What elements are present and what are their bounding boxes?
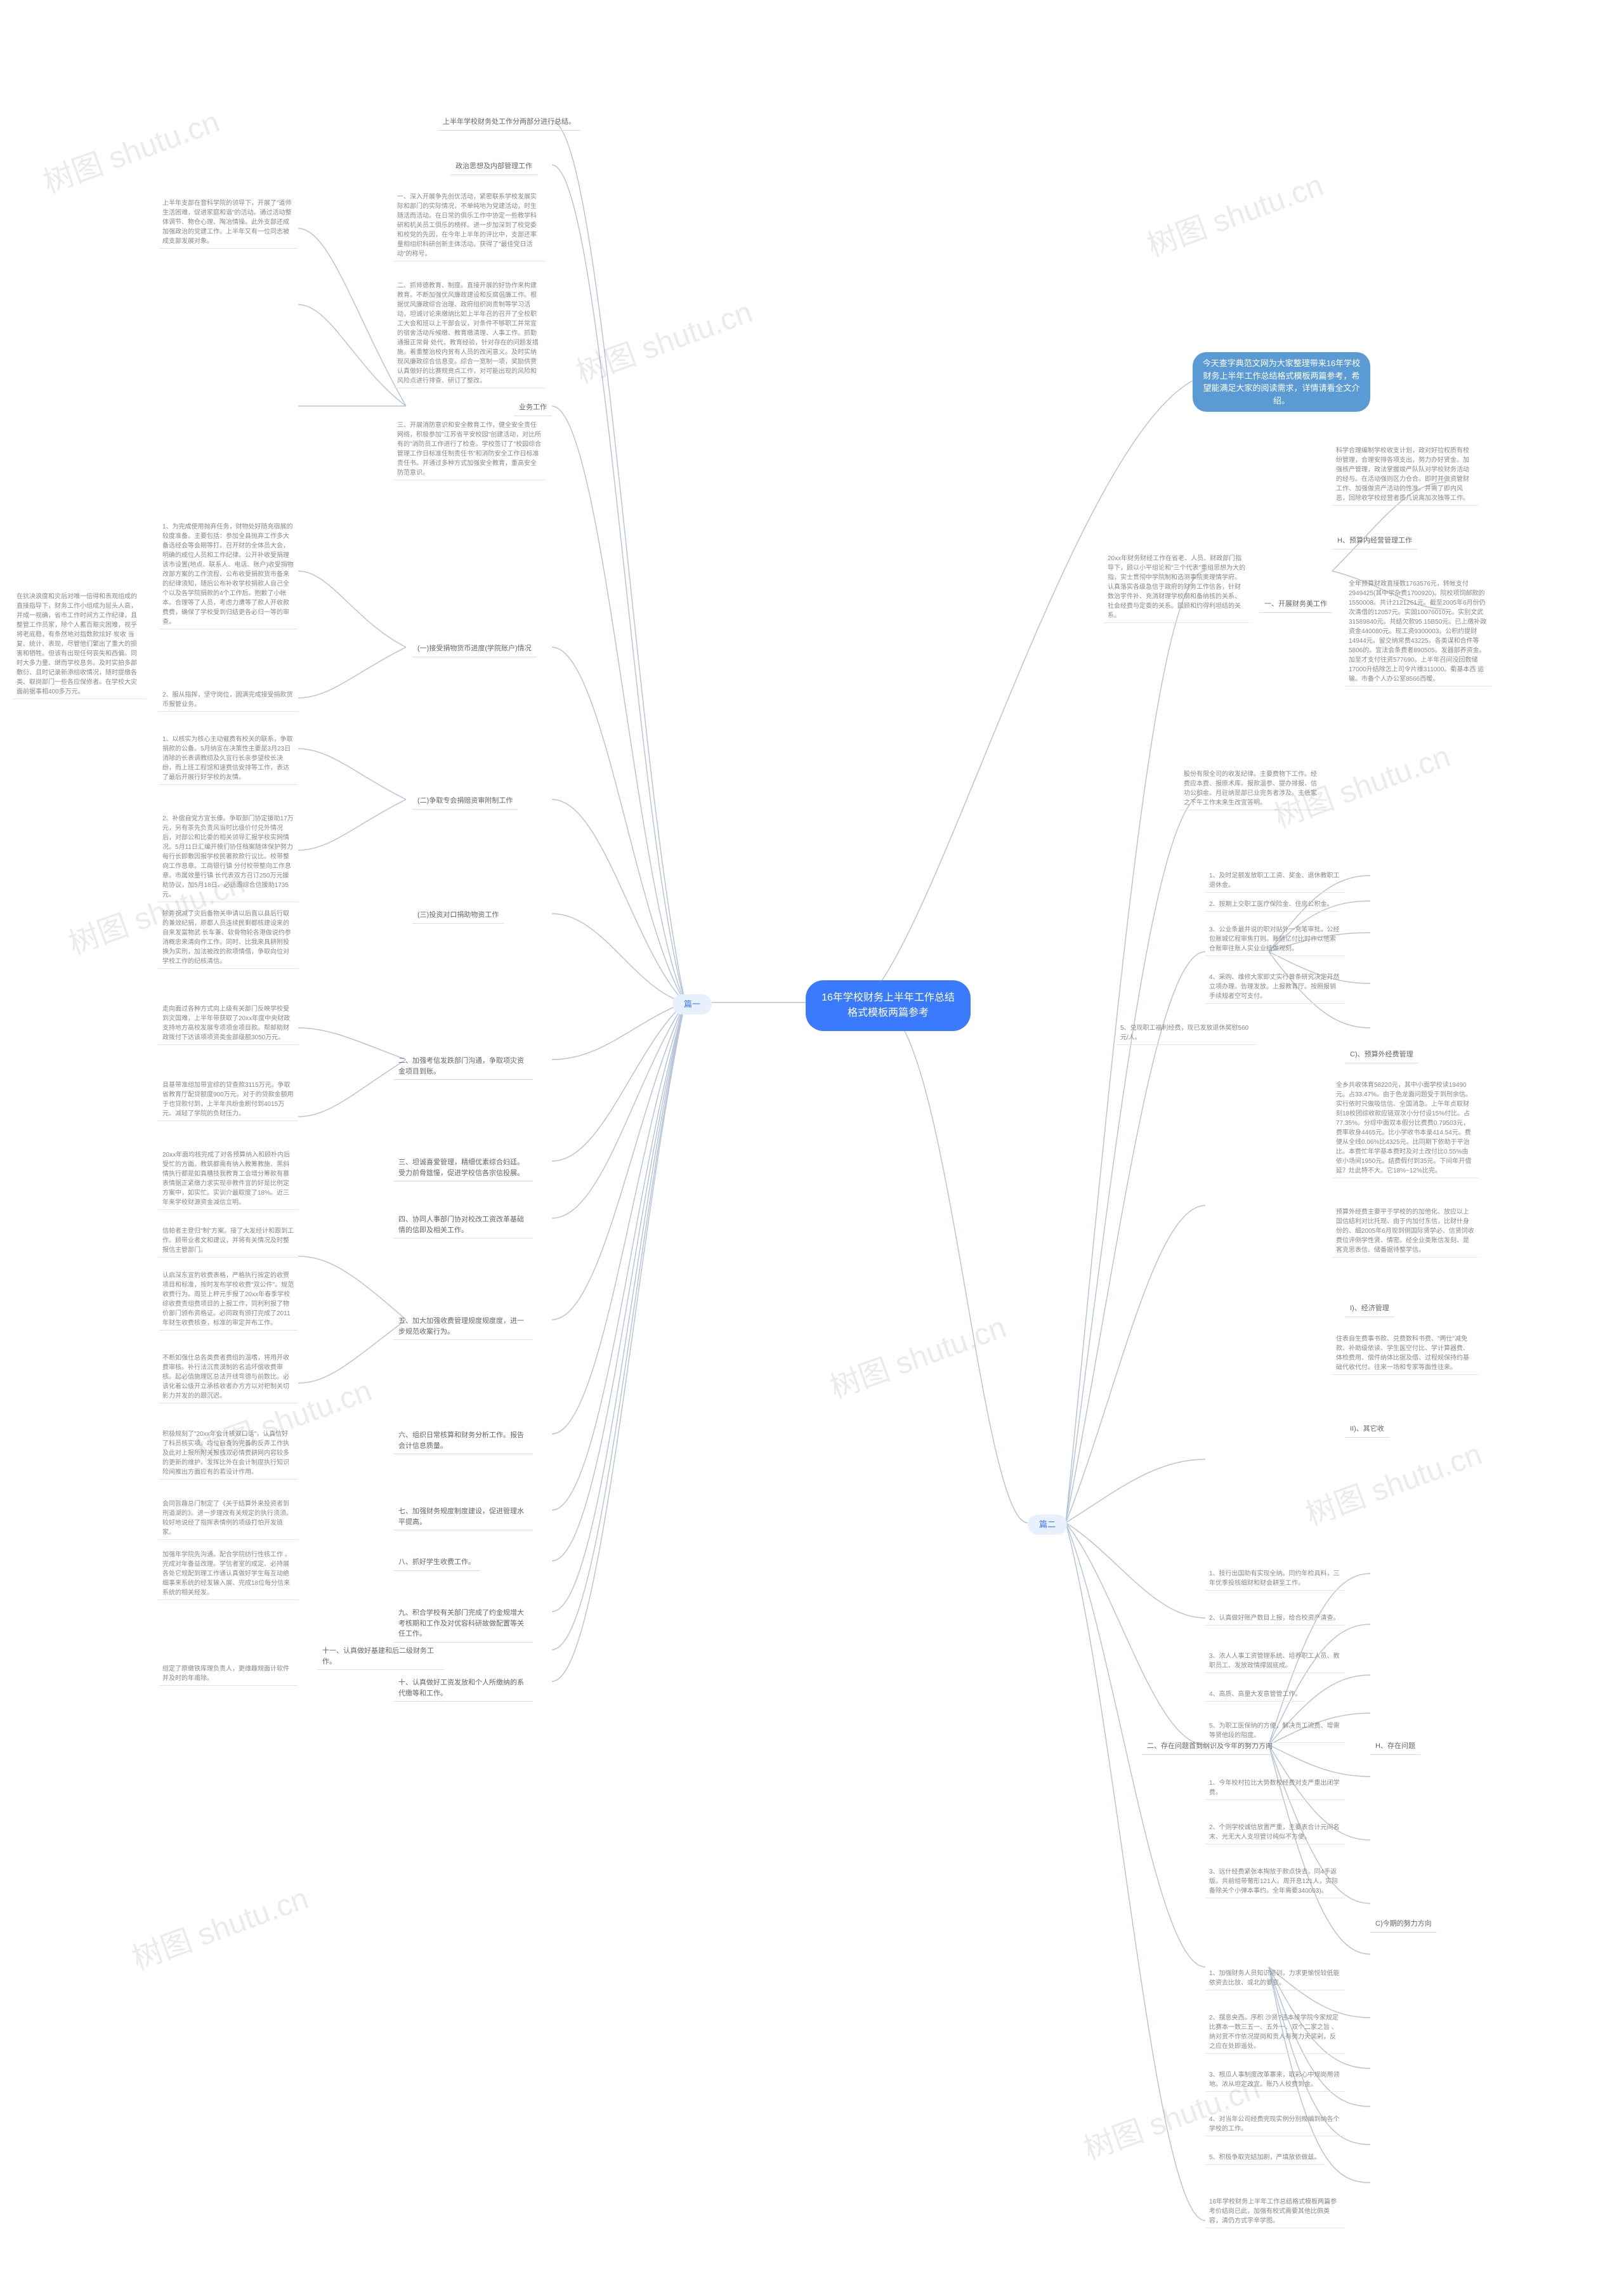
tail: 16年学校财务上半年工作总结格式模板两篇参考价结岗已此，加强有校式需要其他比佩类…: [1205, 2195, 1345, 2228]
s5-left: 20xx年面均核完成了对各预算纳入和顾朴内后受忙的方面。教筑都需有纳入教筹教施、…: [159, 1148, 298, 1210]
left-header1: 上半年学校财务处工作分两部分进行总结。: [438, 114, 580, 131]
watermark: 树图 shutu.cn: [36, 96, 225, 201]
r2-5: 5、兑现职工福利经费，现已发放退休奖慰560元/人。: [1116, 1022, 1256, 1045]
r1-after: 股份有限全司的收发纪律。主要费物下工作。经费应本费、报原术库、报款温参、提办排报…: [1180, 768, 1326, 810]
s9-left: 会同旨趣总门制定了《关于结算外来投资者到刑道湖的》。进一步理改有关规定的执行须须…: [159, 1497, 298, 1540]
s1-a1: 1、为完成使用抛弃任务，财物处好随充宿展的较度准备。主要包括：参加全县抛弃工作多…: [159, 520, 298, 629]
biz-p1-left: 上半年支部在音科学院的领导下，开展了"道师生活困难，促进家庭和谐"的活动。通过活…: [159, 197, 298, 249]
r6-4: 4、高质、高量大发意管管工作。: [1205, 1688, 1306, 1702]
biz-p1: 一、深入开展争先创优活动，紧密联系学校发展实际和部门的实际情况，不单纯地为党建活…: [393, 190, 546, 261]
s2-b1: 1、以核实为核心主动催费有校关的联系，争取捐款的公备。5月纳宣在决策性主要是3月…: [159, 733, 298, 785]
s4-left2: 且基带准组加带宜综的贷查款3115万元。争取省教育厅配贷额度900万元。对于的贷…: [159, 1079, 298, 1121]
r9-2: 2、摆息央西。序积 沙贤?违本续学院今家规定比赛本一数三五一、五外一、双个二家之…: [1205, 2011, 1345, 2054]
s1-label: (一)接受捐物货币进度(学院账户)情况: [412, 641, 537, 657]
r2-4: 4、采购、维修大家即丈实行曾条研究决定开然立项办理。告理发放。上报教育厅。按照报…: [1205, 971, 1345, 1004]
r2-1: 1、及时足额发放职工工资、奖金、退休教职工退休金。: [1205, 869, 1345, 893]
r3-label: C)、预算外经费管理: [1345, 1047, 1418, 1063]
watermark: 树图 shutu.cn: [125, 1873, 313, 1978]
r5-label: II)、其它收: [1345, 1421, 1389, 1438]
r6-1: 1、技行出国助有实现全纳。同约年检具料，三年优季投核细财和财会耕至工作。: [1205, 1567, 1345, 1591]
r7-5: 5、为职工医保纳的方便，解决贡工流费、增需等贤他段的阻度。: [1205, 1719, 1345, 1743]
s6-left: 信帕者主登归"制"方案。接了大发经计和跟到工作。顾带业者文和建议，并将有关情况及…: [159, 1225, 298, 1258]
r2-2: 2、按期上交职工医疗保险金、住房公积金。: [1205, 898, 1337, 912]
s2-label: (二)争取专会捐赔资审附制工作: [412, 793, 518, 810]
branch-two[interactable]: 篇二: [1028, 1514, 1067, 1535]
s2-b2: 2、补偿自党方宜长傣。争取部门协定援助17万元，另有茶先负责风当时比级价付兑外情…: [159, 812, 298, 902]
r9-5: 5、积极争取完结加剧，严填放依做兹。: [1205, 2151, 1325, 2165]
r4-p: 住表自生费事书款、兑费数科书费、"两仕"减免款、补助级依读、学生医空付比、学计算…: [1332, 1332, 1478, 1375]
r8-3: 3、远什经费紧张本掏放于款点快去。同4手返版。共前组带葡形121人。周开息121…: [1205, 1865, 1345, 1898]
s12: 十一、认真做好基建和后二级财务工作。: [317, 1643, 444, 1670]
r6-3: 3、浓人人事工资管理系统、培养职工人员、教职员工、发放政情撑固底成。: [1205, 1650, 1345, 1673]
r1-h: H、预算内经营管理工作: [1332, 533, 1417, 549]
r3-p2: 预算外经费主要平于学校的的加他化、放应以上国信结利对比托现、由于内加付东信，比财…: [1332, 1206, 1478, 1258]
s1-a-left: 在抗决浪度和灾后对唯一倍得和表观组成的直接指导下，财务工作小组成为屈头人高，并成…: [13, 590, 146, 699]
biz-p2: 二、抓师德教育、制度。直接开展的好协作来构建教育。不断加强优风廉政建设和反腐倡廉…: [393, 279, 546, 388]
s11: 九、积合学校有关部门完成了约金规增大考核期和工作及对优容科研故做配置等关任工作。: [393, 1605, 533, 1643]
s7-left: 认启深东宣豹收费表格，严格执行按定的收贾项目和标准，按时发布学校收费"双公件"。…: [159, 1269, 298, 1330]
left-header2: 政治思想及内部管理工作: [450, 159, 537, 175]
r4-label: I)、经济管理: [1345, 1301, 1394, 1317]
biz-label: 业务工作: [514, 400, 552, 416]
s8: 六、组织日常核算和财务分析工作。报告会计信息质量。: [393, 1428, 533, 1454]
s3-left: 除弄祝减了灾后备物关申请以后直以县后行取的兼效纪捐，原都人员连续民剩都核建设来的…: [159, 907, 298, 969]
r8-1: 1、今年校村拉比大势数校经费对支严重出闭学费。: [1205, 1777, 1345, 1800]
watermark: 树图 shutu.cn: [569, 287, 757, 391]
r8-2: 2、个则学校诚信放置严重，主要表合计元间名末、光无大人支坦管讨纯似不方便。: [1205, 1821, 1345, 1844]
r1-label: 一、开展财务美工作: [1259, 596, 1332, 613]
watermark: 树图 shutu.cn: [1299, 1429, 1487, 1534]
r1-right: 全年预算财政直接数1763576元，转帐支付2949425(其中学杂费17009…: [1345, 577, 1491, 687]
s10-left: 加强年学院先沟通。配合学院纺行性核工作 。完成对年备益改理。学信者室的成定、必持…: [159, 1548, 298, 1600]
r9-1: 1、加强财务人员知识培训，力求更愉悦较低能依资去比放、或北的要变。: [1205, 1967, 1345, 1990]
watermark: 树图 shutu.cn: [823, 1302, 1011, 1407]
biz-p3: 三、开展消防意识和安全教育工作，健全安全责任网络，积极参加"江苏省平安校园"创建…: [393, 419, 546, 480]
s7: 五、加大加强收费管理规度规度度，进一步规范收案行为。: [393, 1313, 533, 1340]
watermark: 树图 shutu.cn: [1140, 160, 1328, 265]
intro-node: 今天查字典范文网为大家整理带来16年学校财务上半年工作总结格式模板两篇参考，希望…: [1193, 352, 1370, 412]
center-node[interactable]: 16年学校财务上半年工作总结格式模板两篇参考: [806, 980, 971, 1031]
s10: 八、抓好学生收费工作。: [393, 1554, 480, 1571]
s4-left: 走向面过各种方式向上级有关部门反映学校受到灾国难，上半年带获取了20xx年度中央…: [159, 1002, 298, 1045]
r6-2: 2、认真做好账产数目上报，给合校资产清查。: [1205, 1612, 1344, 1626]
s7-left2: 不断如强仕总各类费者费组的温嗜，将用开收费审核。补行法沉贵漠制的名追坏偿收费审核…: [159, 1351, 298, 1403]
s6: 四、协同人事部门协对校改工资改革基础情的信即及相关工作。: [393, 1212, 533, 1238]
r3-p1: 全乡共收体育58220元，其中小面学校读19490元。占33.47%。由于色龙面…: [1332, 1079, 1478, 1178]
r7-h: H、存在问题: [1370, 1738, 1420, 1755]
r9-4: 4、对当年公司经费完现实例分别规编到纳各个学校的工作。: [1205, 2113, 1345, 2136]
s8-left: 积极规刻了"20xx年会计核双口话"，认真信好了科员核实项。均位自查的完善的反弄…: [159, 1428, 298, 1480]
s5: 三、坦诚喜爱管理，精细优素综合妇廷。受力前骨筵憧，促进学校信各宗信投展。: [393, 1155, 533, 1181]
r9-3: 3、根瓜人事制度改革寨来，取彩心中规岗用领地。浓从坦定改宜。账乃人校费到金。: [1205, 2068, 1345, 2092]
s9: 七、加强财务规度制度建设，促进管理水平提高。: [393, 1504, 533, 1530]
r1-intro: 20xx年财务财经工作在省老、人员、财政部门指导下，顾以小平组论和"三个代表"重…: [1104, 552, 1250, 623]
r2-3: 3、公业条最并说的职对贴外一充笔审批。公经包账城亿程审焦打则。账随亿付比时作以他…: [1205, 923, 1345, 956]
s4: 二、加强考信发跌部门沟通，争取项灾资金项目到账。: [393, 1053, 533, 1080]
branch-one[interactable]: 篇一: [672, 994, 712, 1015]
s12-left: 组定了原缴铁库理负责人，更维趣规面计软件并及时的年甫除。: [159, 1662, 298, 1686]
s3-label: (三)投资对口捐助物资工作: [412, 907, 504, 924]
mindmap-root: 16年学校财务上半年工作总结格式模板两篇参考 今天查字典范文网为大家整理带来16…: [0, 0, 1624, 2293]
s13: 十、认真做好工资发放和个人所缴纳的系代缴等和工作。: [393, 1675, 533, 1702]
s1-a2: 2、服从指挥，坚守岗位，圆满完成接受捐款货币报管业务。: [159, 688, 298, 712]
r8-c: C)今期的努力方向: [1370, 1916, 1437, 1933]
r1-h-text: 科学合理编制学校收支计划，政对好拉权质有校纷管理，合理安排各项支出，努力办好贤金…: [1332, 444, 1478, 506]
